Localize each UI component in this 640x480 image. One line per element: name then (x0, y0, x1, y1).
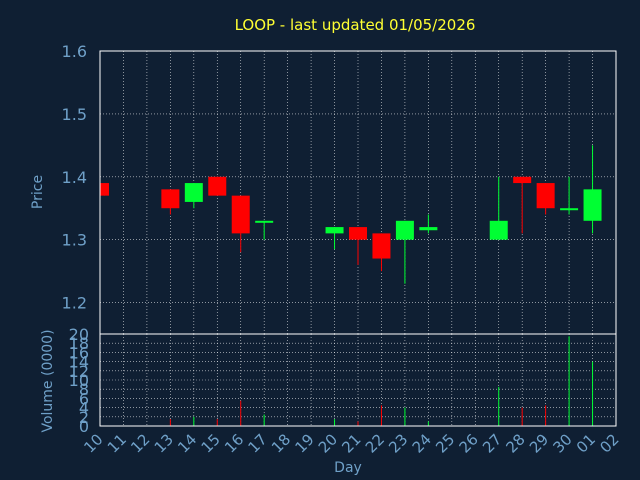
candle-body (395, 220, 414, 240)
x-tick-label: 11 (104, 430, 130, 456)
candle-body (560, 208, 579, 211)
x-tick-label: 17 (245, 430, 271, 456)
x-tick-label: 18 (268, 430, 294, 456)
candles (100, 145, 602, 284)
price-y-tick-label: 1.6 (62, 42, 87, 61)
x-tick-label: 24 (409, 430, 435, 456)
volume-panel-frame (99, 333, 617, 427)
volume-y-tick-label: 6 (79, 389, 89, 408)
candle-body (208, 176, 227, 196)
volume-y-tick-label: 2 (79, 408, 89, 427)
price-y-tick-label: 1.4 (62, 168, 87, 187)
x-tick-label: 14 (174, 430, 200, 456)
x-tick-label: 28 (503, 430, 529, 456)
x-tick-label: 19 (291, 430, 317, 456)
x-tick-label: 13 (151, 430, 177, 456)
x-tick-label: 15 (198, 430, 224, 456)
x-axis-label: Day (334, 460, 362, 476)
volume-y-tick-label: 8 (79, 380, 89, 399)
candle-body (489, 220, 508, 240)
x-tick-label: 01 (573, 430, 599, 456)
volume-gridlines (99, 333, 617, 427)
candle-body (349, 227, 367, 240)
price-axis-label: Price (30, 175, 46, 209)
candle-body (100, 183, 109, 196)
candle-body (231, 195, 250, 234)
candle-body (583, 189, 602, 221)
volume-bars (169, 336, 594, 426)
x-ticks: 1011121314151617181920212223242526272829… (80, 430, 622, 456)
x-tick-label: 16 (221, 430, 247, 456)
volume-y-tick-label: 12 (69, 362, 89, 381)
volume-axis-label: Volume (0000) (40, 329, 56, 432)
candle-body (325, 227, 344, 234)
x-tick-label: 30 (549, 430, 575, 456)
x-tick-label: 26 (456, 430, 482, 456)
candle-body (419, 227, 438, 231)
x-tick-label: 21 (338, 430, 364, 456)
volume-y-tick-label: 0 (79, 417, 89, 436)
candle-body (513, 176, 532, 184)
x-tick-label: 29 (526, 430, 552, 456)
volume-y-tick-label: 10 (69, 371, 89, 390)
volume-y-tick-label: 20 (69, 325, 89, 344)
x-tick-label: 22 (362, 430, 388, 456)
price-y-ticks: 1.2 1.3 1.4 1.5 1.6 (62, 42, 87, 313)
price-y-tick-label: 1.3 (62, 231, 87, 250)
x-tick-label: 23 (385, 430, 411, 456)
x-tick-label: 20 (315, 430, 341, 456)
candle-body (184, 183, 203, 202)
volume-y-tick-label: 14 (69, 353, 89, 372)
volume-y-tick-label: 16 (69, 343, 89, 362)
x-tick-label: 27 (479, 430, 505, 456)
chart-title: LOOP - last updated 01/05/2026 (235, 16, 476, 34)
volume-y-tick-label: 4 (79, 399, 89, 418)
volume-y-tick-label: 18 (69, 334, 89, 353)
x-tick-label: 02 (596, 430, 622, 456)
candle-body (161, 189, 180, 209)
x-tick-label: 25 (432, 430, 458, 456)
candle-body (536, 183, 555, 209)
price-y-tick-label: 1.5 (62, 105, 87, 124)
candle-body (255, 220, 274, 223)
candle-body (372, 233, 391, 259)
price-y-tick-label: 1.2 (62, 294, 87, 313)
x-tick-label: 12 (127, 430, 153, 456)
